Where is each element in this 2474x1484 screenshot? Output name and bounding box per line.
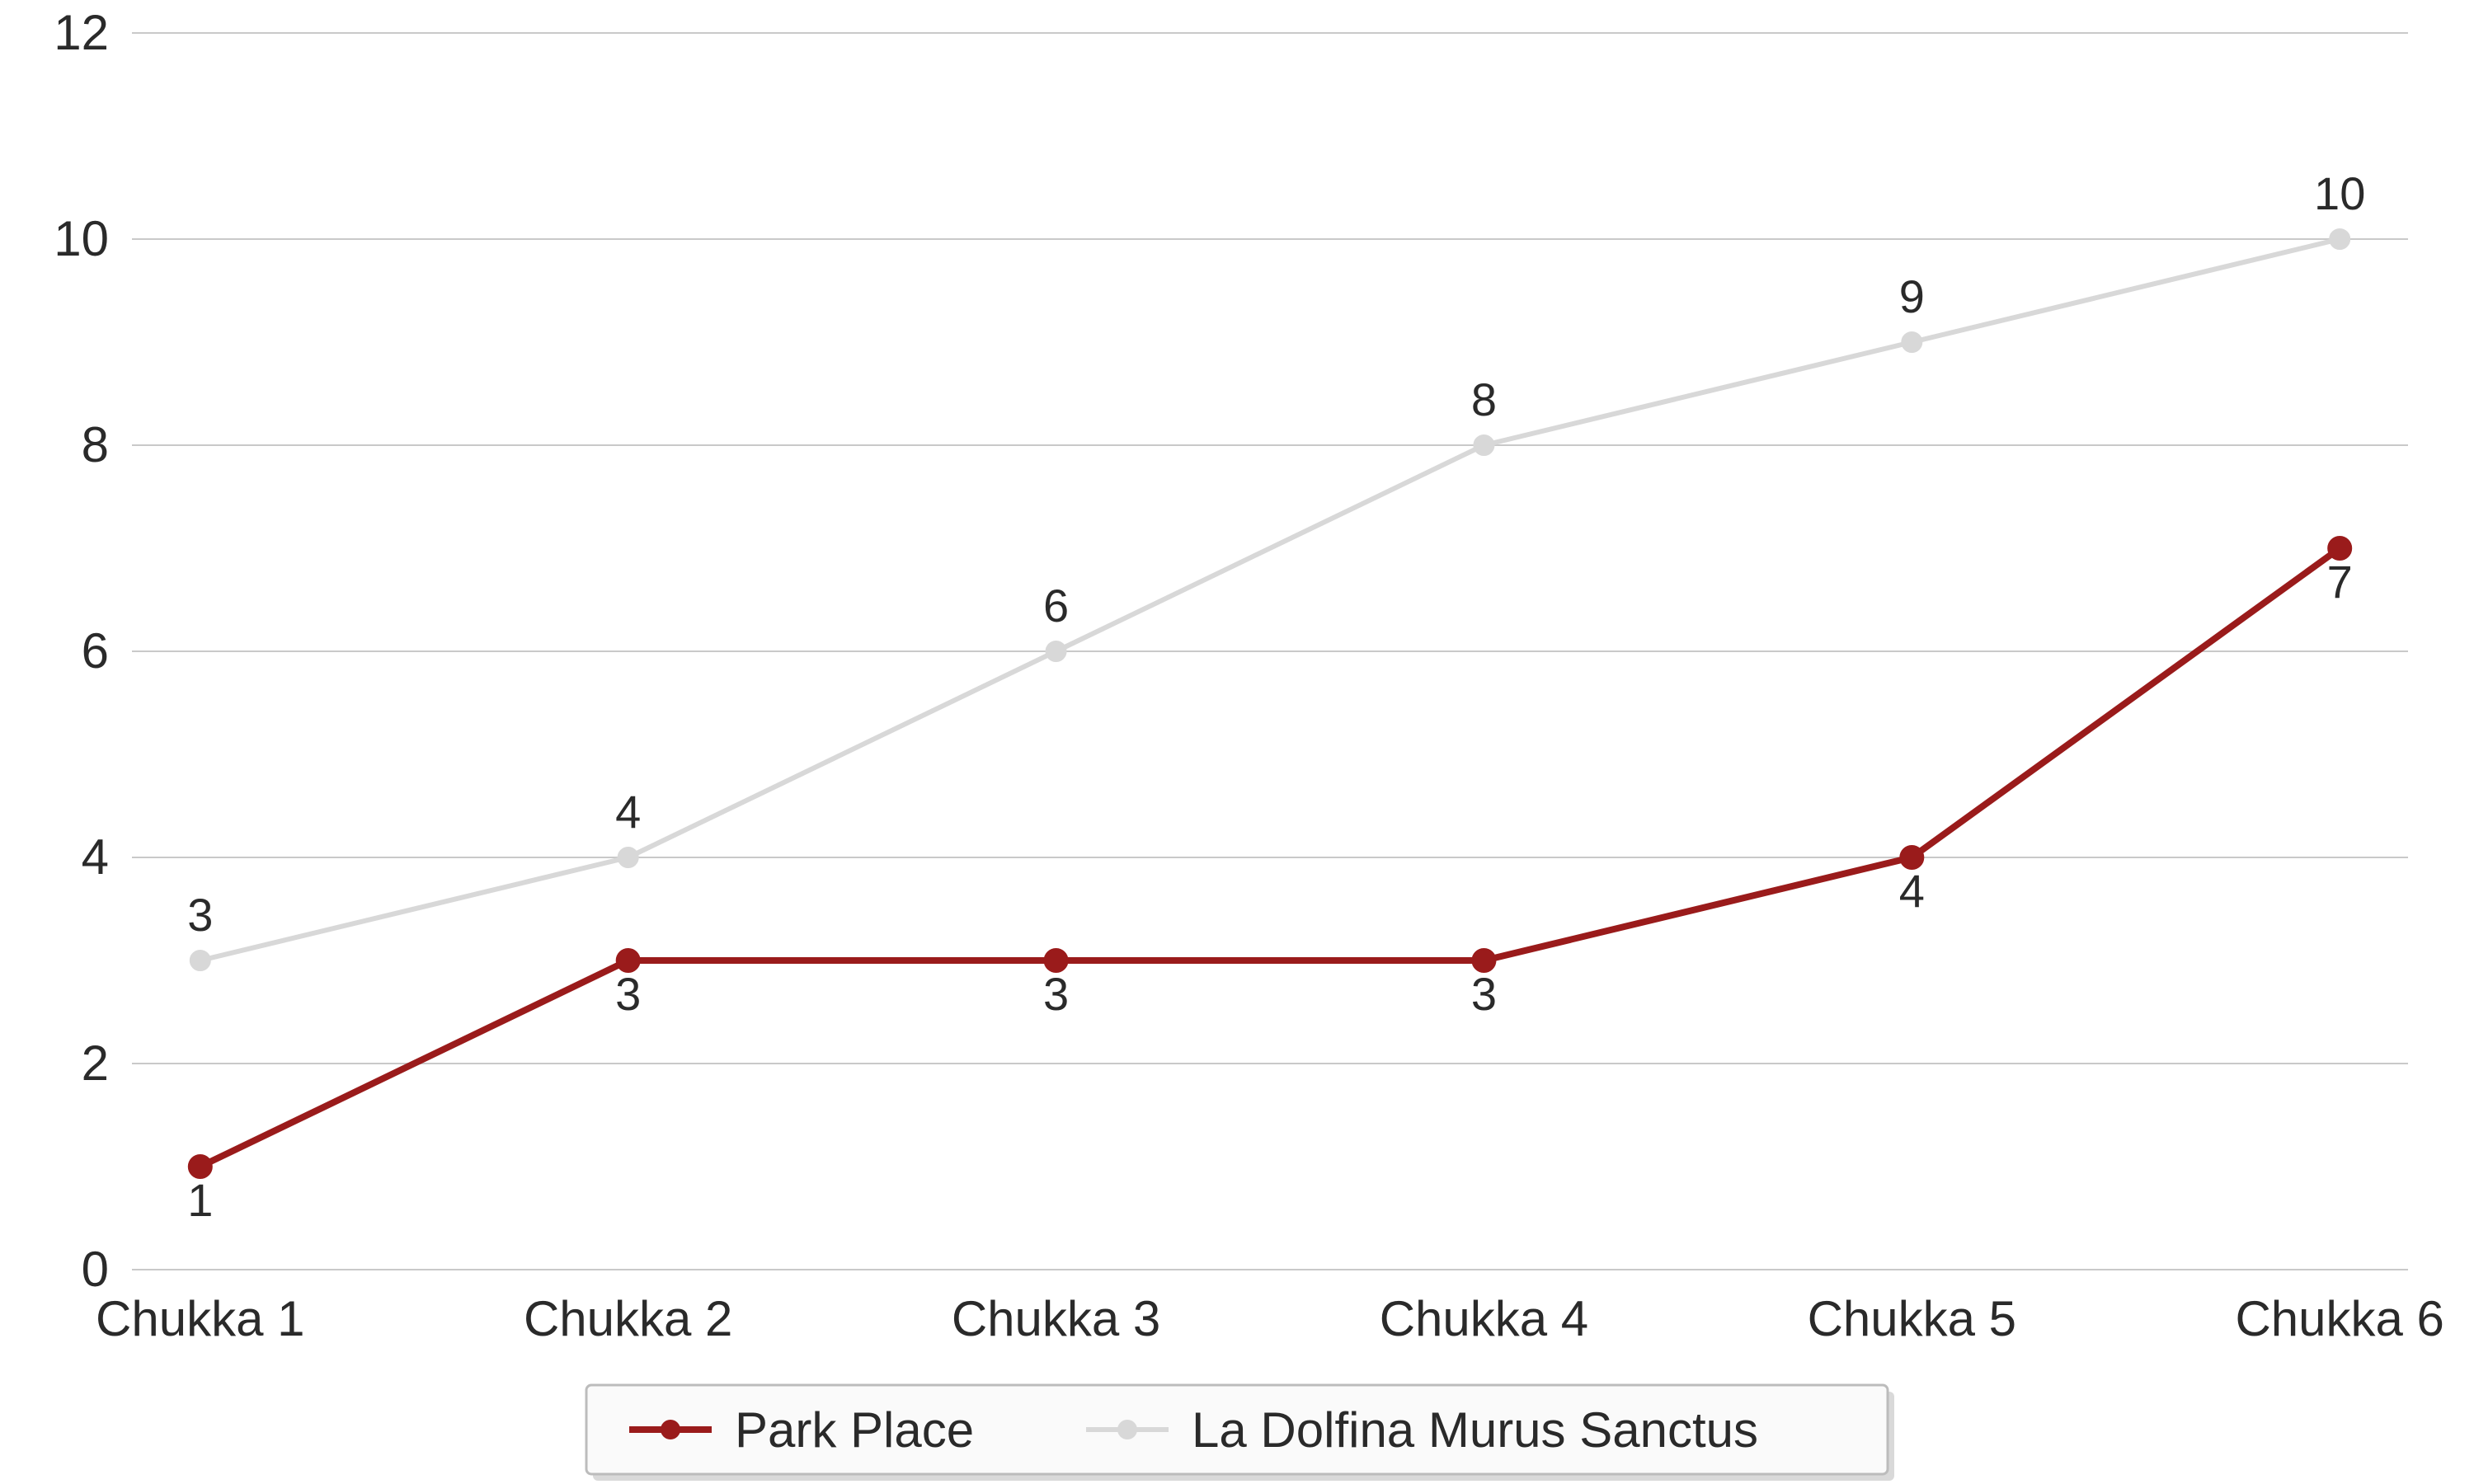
value-label: 4 (1899, 865, 1925, 917)
series-marker (618, 848, 638, 867)
x-tick-label: Chukka 5 (1808, 1291, 2016, 1346)
value-label: 3 (187, 889, 213, 941)
value-label: 3 (1471, 968, 1497, 1020)
series-marker (1902, 332, 1921, 352)
legend-label: La Dolfina Murus Sanctus (1192, 1402, 1758, 1458)
legend-label: Park Place (735, 1402, 974, 1458)
x-tick-label: Chukka 1 (96, 1291, 304, 1346)
y-tick-label: 6 (82, 623, 109, 679)
y-tick-label: 4 (82, 829, 109, 885)
legend-swatch-marker (661, 1420, 680, 1439)
value-label: 3 (1043, 968, 1069, 1020)
value-label: 3 (615, 968, 641, 1020)
value-label: 9 (1899, 270, 1925, 322)
value-label: 7 (2327, 556, 2353, 608)
y-tick-label: 0 (82, 1242, 109, 1297)
x-tick-label: Chukka 6 (2235, 1291, 2443, 1346)
chart-container: 0 2 4 6 8 10 12 Chukka 1 Chukka 2 Chukka 3 Chukka … (0, 0, 2474, 1484)
y-tick-label: 8 (82, 417, 109, 472)
value-label: 8 (1471, 373, 1497, 425)
series-marker (2330, 229, 2349, 249)
series-marker (1047, 641, 1066, 661)
value-label: 1 (187, 1174, 213, 1226)
value-label: 4 (615, 786, 641, 838)
y-tick-label: 12 (54, 5, 109, 60)
value-label: 10 (2314, 167, 2365, 219)
y-tick-label: 10 (54, 211, 109, 266)
x-tick-label: Chukka 3 (952, 1291, 1160, 1346)
legend-swatch-marker (1117, 1420, 1137, 1439)
y-tick-label: 2 (82, 1036, 109, 1091)
series-marker (1474, 435, 1493, 455)
value-label: 6 (1043, 580, 1069, 632)
x-tick-label: Chukka 4 (1380, 1291, 1588, 1346)
line-chart: 0 2 4 6 8 10 12 Chukka 1 Chukka 2 Chukka 3 Chukka … (0, 0, 2474, 1484)
series-marker (190, 951, 210, 970)
legend: Park Place La Dolfina Murus Sanctus (586, 1385, 1894, 1481)
x-tick-label: Chukka 2 (524, 1291, 732, 1346)
